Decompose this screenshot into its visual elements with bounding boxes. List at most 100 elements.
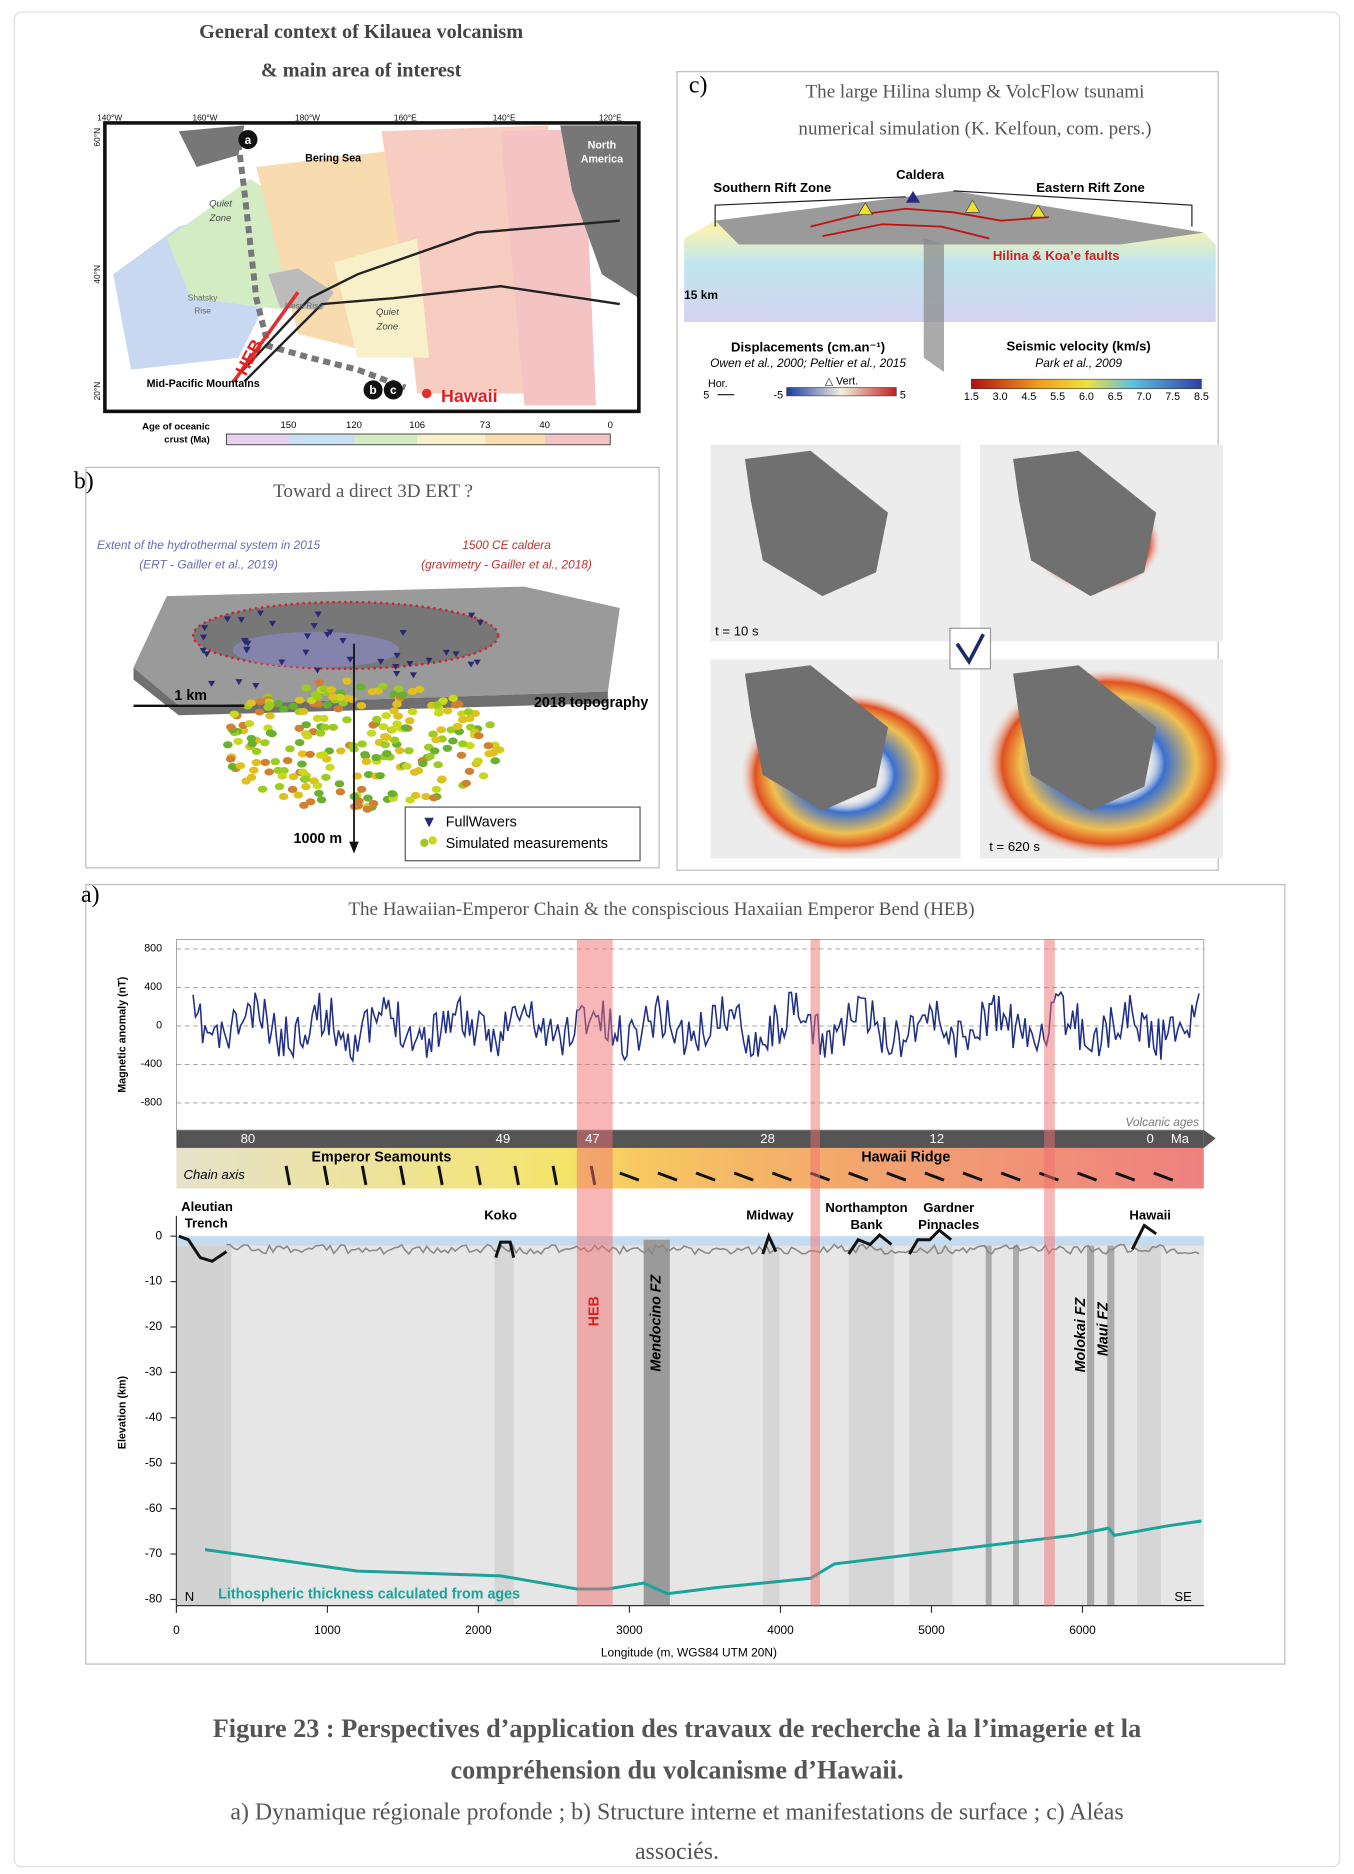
receiver [208,680,216,687]
map-tick-label: 60°N [92,128,102,147]
map-tick-label: 120°E [599,112,622,122]
measurement-dot [251,747,262,755]
measurement-dot [235,762,246,770]
measurement-dot [300,775,311,783]
legend-label: Hor. [708,378,728,390]
bathymetry-illustration [226,1243,1200,1256]
legend-ref: Park et al., 2009 [1035,356,1122,370]
measurement-dot [255,698,266,706]
measurement-dot [387,725,398,734]
annotation: 2018 topography [534,695,648,711]
legend-label: △ Vert. [825,375,858,387]
annotation: Extent of the hydrothermal system in 201… [97,538,320,552]
x-tick-label: 3000 [616,1623,643,1637]
map-label: Quiet [376,307,399,318]
band-label: Chain axis [184,1167,246,1182]
measurement-dot [342,716,352,724]
colorbar-tick-label: 4.5 [1021,391,1036,403]
measurement-dot [343,694,353,702]
receiver [442,649,450,656]
measurement-dot [270,758,281,766]
map-label: Hess Rise [285,301,323,311]
chain-axis-tick [284,1165,292,1186]
x-tick-label: 4000 [767,1623,794,1637]
chain-axis-ticks [284,1165,1174,1186]
measurement-dot [333,705,344,713]
measurement-dot [355,683,366,691]
map-label: Hawaii [441,386,498,406]
chain-axis-tick [360,1165,368,1186]
measurement-dot [456,751,467,759]
y-tick-label: -20 [145,1319,163,1333]
band-label: Emperor Seamounts [311,1149,451,1165]
context-map [103,121,641,414]
chain-axis-tick [1115,1171,1136,1182]
measurement-dot [448,737,458,745]
measurement-dot [356,785,367,793]
map-marker: c [390,383,397,397]
measurement-dot [357,740,367,748]
measurement-dot [492,746,502,754]
measurement-dot [433,709,444,717]
measurement-dot [375,772,385,780]
receiver [406,660,414,667]
x-tick-label: 2000 [465,1623,492,1637]
section-label: Eastern Rift Zone [1036,180,1145,195]
receiver [452,651,460,658]
measurement-dot [287,785,298,794]
receiver [237,617,245,624]
receiver [467,661,475,668]
receiver [468,612,476,619]
caption-text: associés. [635,1839,719,1865]
axis-label: Longitude (m, WGS84 UTM 20N) [601,1645,777,1659]
measurement-dot [372,715,382,724]
measurement-dot [410,791,421,800]
measurement-dot [393,712,403,720]
x-tick-label: 1000 [314,1623,341,1637]
chain-axis-tick [848,1171,869,1182]
measurement-dot [425,752,435,761]
magnetic-anomaly-illustration [192,990,1200,1064]
map-label: Bering Sea [305,153,362,165]
measurement-dot [241,777,251,785]
age-legend-bar [225,433,611,446]
measurement-dot [348,741,358,750]
measurement-dot [452,722,463,730]
receiver [393,671,401,677]
chain-axis-tick [1153,1171,1174,1182]
measurement-dot [387,790,398,798]
receiver [256,610,264,617]
measurement-dot [316,796,327,804]
measurement-dot [233,737,243,745]
measurement-dot [432,701,442,709]
measurement-dot [229,710,240,718]
measurement-dot [428,730,438,738]
measurement-dot [362,805,373,813]
measurement-dot [421,793,431,801]
caption-title: Figure 23 : Perspectives d’application d… [213,1714,1141,1743]
chain-axis-tick [1076,1171,1098,1182]
annotation: (gravimetry - Gailler et al., 2018) [421,557,592,571]
measurement-dot [335,788,346,796]
legend-label: 5 [900,390,906,402]
feature-label: Aleutian [181,1199,233,1214]
tsunami-simulation-tiles [710,444,1234,859]
profile-background [175,939,1216,1607]
measurement-dot [463,708,474,716]
feature-label: Koko [484,1207,517,1222]
measurement-dot [260,739,270,747]
age-label: 0 [1147,1131,1154,1146]
feature-label: Hawaii [1129,1207,1171,1222]
colorbar-tick-label: 7.0 [1136,391,1151,403]
panel-label: c) [689,73,708,99]
measurement-dot [312,714,323,722]
receiver [278,659,286,666]
measurement-dot [326,686,337,694]
receiver [235,679,243,686]
receiver [476,619,484,626]
section-label: 15 km [684,288,718,302]
legend-label: -5 [774,390,784,402]
band-title: Volcanic ages [1125,1115,1199,1129]
measurement-dot [442,744,453,752]
caption-title: compréhension du volcanisme d’Hawaii. [450,1756,903,1785]
